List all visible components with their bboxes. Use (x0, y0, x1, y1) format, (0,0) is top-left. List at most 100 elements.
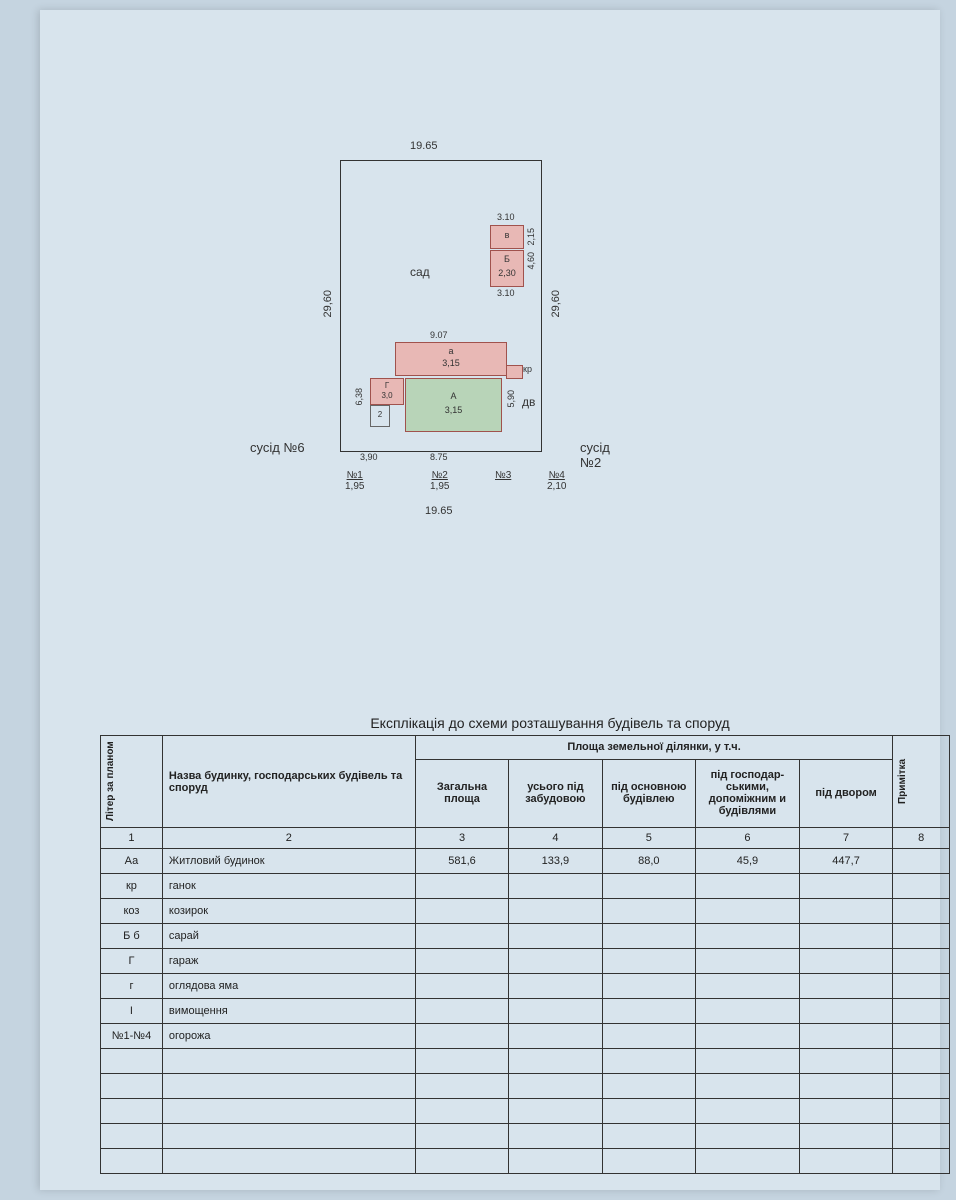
header-liter: Літер за планом (105, 739, 131, 824)
cell-main (602, 1024, 695, 1049)
table-row (101, 1049, 950, 1074)
header-total: Загальна площа (415, 759, 508, 827)
header-area-group: Площа земельної ділянки, у т.ч. (415, 736, 892, 760)
building-b: Б 2,30 (490, 250, 524, 287)
fence-n4: №4 2,10 (547, 470, 566, 492)
cell-name: гараж (162, 949, 415, 974)
building-a-main: А 3,15 (405, 378, 502, 432)
table-row: №1-№4огорожа (101, 1024, 950, 1049)
cell-total: 581,6 (415, 849, 508, 874)
dim-right-height: 29,60 (550, 290, 562, 318)
colnum-1: 1 (101, 828, 163, 849)
cell-name: сарай (162, 924, 415, 949)
fence-n2: №2 1,95 (430, 470, 449, 492)
cell-under-dev (509, 949, 602, 974)
building-g-letter: Г (371, 381, 403, 390)
building-v-letter: в (491, 230, 523, 240)
cell-aux (695, 999, 799, 1024)
cell-aux (695, 924, 799, 949)
fence-n2-dim: 1,95 (430, 481, 449, 492)
cell-note (893, 1024, 950, 1049)
building-a-small-letter: а (396, 346, 506, 356)
table-row: Ггараж (101, 949, 950, 974)
cell-aux (695, 949, 799, 974)
colnum-2: 2 (162, 828, 415, 849)
table-body: АаЖитловий будинок581,6133,988,045,9447,… (101, 849, 950, 1174)
cell-name: вимощення (162, 999, 415, 1024)
cell-total (415, 999, 508, 1024)
yard-label: дв (522, 395, 535, 409)
cell-under-dev (509, 924, 602, 949)
neighbor-left: сусід №6 (250, 440, 305, 455)
cell-name: огорожа (162, 1024, 415, 1049)
cell-under-dev (509, 999, 602, 1024)
dim-310-bot: 3.10 (497, 288, 515, 298)
building-b-dim: 2,30 (491, 268, 523, 278)
cell-main (602, 949, 695, 974)
cell-total (415, 949, 508, 974)
colnum-8: 8 (893, 828, 950, 849)
cell-yard (799, 949, 892, 974)
cell-name: козирок (162, 899, 415, 924)
cell-aux (695, 874, 799, 899)
cell-aux: 45,9 (695, 849, 799, 874)
dim-875: 8.75 (430, 452, 448, 462)
cell-note (893, 974, 950, 999)
cell-note (893, 874, 950, 899)
document-page: 19.65 29,60 29,60 сад в 3.10 2,15 Б 2,30… (40, 10, 940, 1190)
building-2-label: 2 (371, 410, 389, 419)
cell-liter: №1-№4 (101, 1024, 163, 1049)
cell-name: Житловий будинок (162, 849, 415, 874)
cell-under-dev (509, 899, 602, 924)
cell-note (893, 999, 950, 1024)
cell-under-dev (509, 874, 602, 899)
explication-table: Літер за планом Назва будинку, господарс… (100, 735, 950, 1174)
table-row (101, 1149, 950, 1174)
dim-310-top: 3.10 (497, 212, 515, 222)
cell-main: 88,0 (602, 849, 695, 874)
cell-main (602, 999, 695, 1024)
building-g-dim: 3,0 (371, 391, 403, 400)
fence-n1: №1 1,95 (345, 470, 364, 492)
cell-liter: кр (101, 874, 163, 899)
dim-215: 2,15 (526, 228, 536, 246)
dim-907: 9.07 (430, 330, 448, 340)
cell-name: оглядова яма (162, 974, 415, 999)
cell-aux (695, 974, 799, 999)
kr-label: кр (523, 364, 532, 374)
table-row: крганок (101, 874, 950, 899)
fence-n4-num: №4 (547, 470, 566, 481)
cell-note (893, 899, 950, 924)
cell-name: ганок (162, 874, 415, 899)
cell-liter: г (101, 974, 163, 999)
fence-n2-num: №2 (430, 470, 449, 481)
table-row (101, 1099, 950, 1124)
colnum-4: 4 (509, 828, 602, 849)
header-under-dev: усього під забудовою (509, 759, 602, 827)
cell-total (415, 874, 508, 899)
column-number-row: 1 2 3 4 5 6 7 8 (101, 828, 950, 849)
dim-bottom-width: 19.65 (425, 505, 453, 517)
cell-yard: 447,7 (799, 849, 892, 874)
cell-yard (799, 874, 892, 899)
building-2: 2 (370, 405, 390, 427)
cell-note (893, 924, 950, 949)
table-header: Літер за планом Назва будинку, господарс… (101, 736, 950, 849)
cell-note (893, 849, 950, 874)
fence-n4-dim: 2,10 (547, 481, 566, 492)
cell-under-dev (509, 1024, 602, 1049)
cell-liter: Б б (101, 924, 163, 949)
building-kr (506, 365, 523, 379)
building-v: в (490, 225, 524, 249)
fence-n1-num: №1 (345, 470, 364, 481)
table-row: козкозирок (101, 899, 950, 924)
building-b-letter: Б (491, 254, 523, 264)
cell-liter: Г (101, 949, 163, 974)
building-a-small-dim: 3,15 (396, 358, 506, 368)
fence-n1-dim: 1,95 (345, 481, 364, 492)
neighbor-right: сусід №2 (580, 440, 620, 470)
explication-section: Експлікація до схеми розташування будіве… (100, 715, 950, 1174)
cell-main (602, 874, 695, 899)
cell-under-dev: 133,9 (509, 849, 602, 874)
cell-yard (799, 1024, 892, 1049)
